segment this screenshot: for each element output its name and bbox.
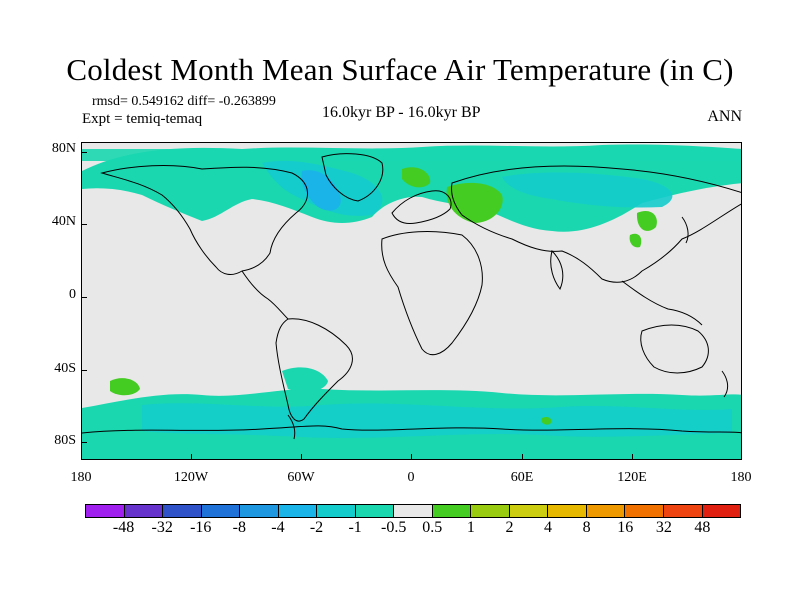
colorbar-cell	[317, 505, 356, 517]
lat-label-0: 0	[69, 287, 76, 302]
colorbar-cell	[86, 505, 125, 517]
colorbar-label: 32	[655, 519, 672, 536]
colorbar-cell	[278, 505, 318, 517]
colorbar-label: -0.5	[381, 519, 407, 536]
colorbar-cell	[702, 505, 741, 517]
asia-cyan-patch	[502, 172, 673, 208]
colorbar-label: 1	[466, 519, 475, 536]
colorbar-label: -16	[190, 519, 212, 536]
colorbar-cell	[432, 505, 472, 517]
lat-label-80s: 80S	[54, 433, 76, 448]
small-warm-patch	[629, 233, 642, 248]
colorbar-label: -8	[232, 519, 246, 536]
colorbar-label: -1	[348, 519, 362, 536]
southeast-asia-outline	[621, 280, 703, 326]
eurasia-warm-patch	[402, 167, 431, 188]
central-america-outline	[241, 270, 289, 320]
new-zealand-outline	[721, 370, 729, 398]
colorbar-cell	[663, 505, 703, 517]
lon-label-60e: 60E	[510, 470, 534, 485]
colorbar-cell	[471, 505, 510, 517]
australia-outline	[640, 324, 709, 374]
map-panel	[81, 142, 742, 460]
lon-label-180e: 180	[730, 470, 752, 485]
south-atlantic-patch	[282, 367, 328, 392]
japan-outline	[681, 216, 689, 244]
colorbar-cell	[394, 505, 433, 517]
colorbar-cell	[355, 505, 395, 517]
tick-120e	[632, 454, 633, 460]
colorbar-cell	[124, 505, 164, 517]
colorbar-label: 8	[582, 519, 591, 536]
stats-text: rmsd= 0.549162 diff= -0.263899	[92, 94, 276, 109]
colorbar-label: 4	[544, 519, 553, 536]
tick-0-lon	[411, 454, 412, 460]
colorbar-label: 0.5	[422, 519, 443, 536]
antarctic-peninsula-outline	[287, 414, 296, 440]
north-anomaly-stripe	[82, 149, 741, 161]
colorbar-cell	[548, 505, 587, 517]
lon-label-180w: 180	[70, 470, 92, 485]
lat-label-80n: 80N	[51, 141, 76, 156]
colorbar-cell	[509, 505, 549, 517]
south-america-outline	[275, 318, 353, 422]
colorbar-cell	[240, 505, 279, 517]
period-label: 16.0kyr BP - 16.0kyr BP	[322, 104, 481, 121]
south-pacific-warm-patch	[110, 378, 140, 396]
colorbar-label: -32	[151, 519, 173, 536]
colorbar-cell	[625, 505, 664, 517]
north-america-outline	[100, 165, 308, 275]
south-cyan-band	[142, 403, 732, 438]
lon-label-120e: 120E	[617, 470, 647, 485]
tick-0	[81, 297, 87, 298]
map-canvas	[82, 144, 741, 459]
lon-label-60w: 60W	[287, 470, 315, 485]
colorbar-cell	[586, 505, 626, 517]
colorbar-label: 48	[694, 519, 711, 536]
tick-40s	[81, 370, 87, 371]
tick-60w	[301, 454, 302, 460]
colorbar-label: -2	[309, 519, 324, 536]
south-warm-speck	[541, 416, 552, 425]
tick-120w	[191, 454, 192, 460]
experiment-label: Expt = temiq-temaq	[82, 111, 203, 127]
greenland-outline	[321, 153, 384, 202]
east-asia-warm-patch	[636, 210, 657, 231]
coastlines	[82, 153, 741, 440]
lat-label-40n: 40N	[51, 214, 76, 229]
lat-label-40s: 40S	[54, 361, 76, 376]
lon-label-0: 0	[407, 470, 415, 485]
asia-outline	[451, 165, 741, 283]
colorbar-cell	[201, 505, 241, 517]
tick-80n	[81, 152, 87, 153]
tick-80s	[81, 442, 87, 443]
tick-60e	[522, 454, 523, 460]
chart-title: Coldest Month Mean Surface Air Temperatu…	[66, 52, 734, 87]
colorbar-label: 16	[617, 519, 634, 536]
colorbar-label: -4	[271, 519, 285, 536]
colorbar-label: 2	[505, 519, 514, 536]
colorbar-cell	[163, 505, 202, 517]
india-outline	[550, 250, 564, 290]
tick-40n	[81, 224, 87, 225]
antarctica-outline	[82, 425, 741, 434]
europe-outline	[391, 190, 452, 224]
colorbar	[85, 504, 741, 518]
colorbar-label: -48	[112, 519, 135, 536]
north-blue-patch	[301, 170, 341, 211]
africa-outline	[381, 231, 483, 356]
season-label: ANN	[707, 108, 742, 125]
lon-label-120w: 120W	[173, 470, 209, 485]
